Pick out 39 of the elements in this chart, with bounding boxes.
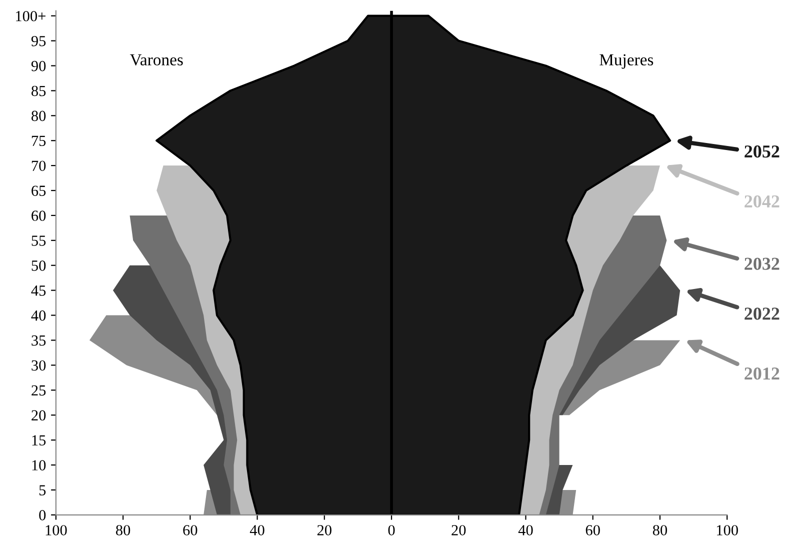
x-tick-label: 100 xyxy=(716,525,738,536)
annotation: Varones xyxy=(130,54,183,66)
x-tick-label: 40 xyxy=(518,525,533,536)
y-tick-label: 5 xyxy=(39,485,46,496)
text: 2042 xyxy=(744,195,780,208)
y-tick-label: 10 xyxy=(32,460,46,470)
y-tick-label: 55 xyxy=(32,236,46,246)
text: 2052 xyxy=(744,145,780,158)
x-tick-label: 0 xyxy=(388,525,395,536)
y-tick-label: 100+ xyxy=(16,10,46,22)
x-tick-label: 40 xyxy=(250,525,264,536)
y-tick-label: 70 xyxy=(32,160,46,172)
x-tick-label: 60 xyxy=(586,525,600,536)
x-tick-label: 20 xyxy=(317,525,332,536)
x-tick-label: 80 xyxy=(116,525,130,536)
y-tick-label: 45 xyxy=(31,286,46,296)
annotation: Mujeres xyxy=(600,54,654,69)
y-tick-label: 20 xyxy=(32,410,46,421)
y-tick-label: 60 xyxy=(32,210,46,221)
x-tick-label: 20 xyxy=(452,525,466,536)
y-tick-label: 0 xyxy=(39,510,46,520)
y-tick-label: 40 xyxy=(31,310,46,321)
y-tick-label: 65 xyxy=(32,186,46,196)
text: 2032 xyxy=(744,258,780,270)
y-tick-label: 85 xyxy=(32,86,46,96)
x-tick-label: 60 xyxy=(183,525,198,536)
y-tick-label: 95 xyxy=(31,36,46,46)
y-tick-label: 80 xyxy=(32,110,46,122)
y-tick-label: 50 xyxy=(32,260,46,271)
y-tick-label: 75 xyxy=(32,136,46,146)
y-tick-label: 90 xyxy=(31,60,46,72)
text: 2022 xyxy=(744,308,780,320)
x-tick-label: 100 xyxy=(46,525,67,536)
y-tick-label: 35 xyxy=(32,335,46,346)
y-tick-label: 25 xyxy=(32,385,46,396)
x-tick-label: 80 xyxy=(652,525,668,536)
y-tick-label: 15 xyxy=(32,435,46,446)
y-tick-label: 30 xyxy=(32,360,46,371)
text: 2012 xyxy=(744,367,780,380)
